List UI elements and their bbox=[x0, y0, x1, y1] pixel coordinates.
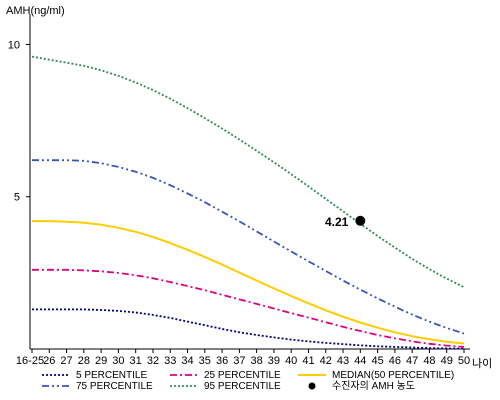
series-line-median-50-percentile bbox=[32, 220, 465, 345]
x-ticks: 16-25 26 27 28 29 30 31 32 33 34 35 36 37 38 39 40 41 42 4… bbox=[16, 349, 470, 367]
y-tick-label: 5 bbox=[14, 192, 20, 204]
x-tick-label: 29 bbox=[95, 355, 107, 367]
x-tick-label: 40 bbox=[285, 355, 297, 367]
x-tick-label: 43 bbox=[337, 355, 349, 367]
series-line-75-percentile bbox=[32, 159, 465, 335]
x-tick-label: 42 bbox=[320, 355, 332, 367]
x-tick-label: 44 bbox=[354, 355, 366, 367]
x-tick-label: 32 bbox=[147, 355, 159, 367]
x-tick-label: 39 bbox=[268, 355, 280, 367]
legend-marker-swatch bbox=[308, 382, 316, 390]
x-tick-label: 31 bbox=[130, 355, 142, 367]
x-tick-label: 33 bbox=[164, 355, 176, 367]
legend-label: MEDIAN(50 PERCENTILE) bbox=[332, 370, 454, 381]
x-tick-label: 37 bbox=[233, 355, 245, 367]
legend-label: 5 PERCENTILE bbox=[76, 370, 147, 381]
patient-amh-marker bbox=[355, 215, 366, 226]
x-tick-label: 50 bbox=[458, 355, 470, 367]
x-tick-label: 45 bbox=[371, 355, 383, 367]
x-tick-label: 16-25 bbox=[16, 355, 44, 367]
x-tick-label: 49 bbox=[441, 355, 453, 367]
legend-label: 수진자의 AMH 농도 bbox=[332, 380, 415, 392]
x-tick-label: 46 bbox=[389, 355, 401, 367]
x-tick-label: 28 bbox=[78, 355, 90, 367]
x-tick-label: 41 bbox=[302, 355, 314, 367]
x-tick-label: 34 bbox=[181, 355, 193, 367]
marker-value-label: 4.21 bbox=[325, 215, 349, 229]
x-tick-label: 48 bbox=[423, 355, 435, 367]
legend-label: 25 PERCENTILE bbox=[204, 370, 281, 381]
x-tick-label: 38 bbox=[251, 355, 263, 367]
y-tick-label: 10 bbox=[8, 39, 20, 51]
x-tick-label: 26 bbox=[43, 355, 55, 367]
x-tick-label: 30 bbox=[112, 355, 124, 367]
series-line-5-percentile bbox=[32, 308, 465, 350]
marker-layer: 4.21 bbox=[325, 215, 366, 229]
x-axis-title: 나이 bbox=[472, 357, 492, 370]
series-line-95-percentile bbox=[31, 55, 465, 289]
legend-label: 75 PERCENTILE bbox=[76, 381, 153, 392]
y-axis-title: AMH(ng/ml) bbox=[6, 5, 65, 17]
x-tick-label: 27 bbox=[60, 355, 72, 367]
y-ticks: 5 10 bbox=[8, 39, 30, 204]
x-tick-label: 36 bbox=[216, 355, 228, 367]
x-tick-label: 47 bbox=[406, 355, 418, 367]
legend-label: 95 PERCENTILE bbox=[204, 381, 281, 392]
series-layer bbox=[31, 55, 465, 350]
x-tick-label: 35 bbox=[199, 355, 211, 367]
